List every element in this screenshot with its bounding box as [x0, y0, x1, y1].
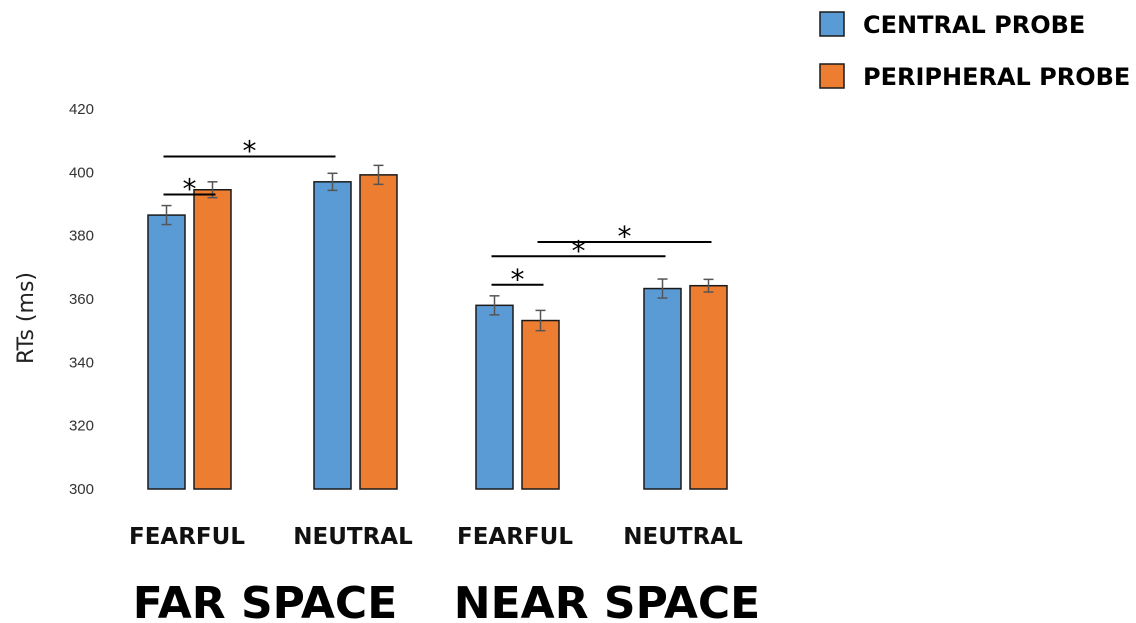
y-ticks-layer: 300 320 340 360 380 400 420	[69, 101, 94, 498]
significance-star: *	[572, 234, 586, 267]
legend-label: PERIPHERAL PROBE	[863, 63, 1130, 91]
bar-peripheral-probe-2	[521, 319, 560, 490]
y-axis-label: RTs (ms)	[14, 272, 39, 364]
significance-star: *	[183, 173, 197, 206]
significance-star: *	[243, 135, 257, 168]
y-tick-label: 340	[69, 354, 94, 371]
bar-peripheral-probe-3	[689, 284, 728, 490]
group-label: NEAR SPACE	[454, 578, 760, 623]
legend-swatch	[819, 11, 845, 37]
bar-central-probe-0	[147, 214, 186, 490]
group-label: FAR SPACE	[133, 578, 398, 623]
bar-central-probe-2	[475, 304, 514, 490]
category-label: FEARFUL	[129, 524, 245, 550]
significance-layer: * * * * *	[163, 135, 712, 296]
category-label: NEUTRAL	[293, 524, 413, 550]
y-tick-label: 320	[69, 418, 94, 435]
significance-star: *	[511, 263, 525, 296]
significance-star: *	[618, 220, 632, 253]
y-tick-label: 380	[69, 228, 94, 245]
y-tick-label: 400	[69, 164, 94, 181]
bar-central-probe-3	[643, 287, 682, 490]
bar-peripheral-probe-0	[193, 189, 232, 490]
category-label: NEUTRAL	[623, 524, 743, 550]
bar-central-probe-1	[313, 181, 352, 490]
y-tick-label: 360	[69, 291, 94, 308]
category-labels-layer: FEARFUL NEUTRAL FEARFUL NEUTRAL	[129, 524, 743, 550]
bar-peripheral-probe-1	[359, 174, 398, 490]
y-tick-label: 420	[69, 101, 94, 118]
legend-swatch	[819, 63, 845, 89]
category-label: FEARFUL	[457, 524, 573, 550]
legend: CENTRAL PROBE PERIPHERAL PROBE	[819, 11, 1130, 91]
bars-layer	[147, 174, 728, 490]
error-bars-layer	[161, 164, 714, 332]
y-tick-label: 300	[69, 481, 94, 498]
group-labels-layer: FAR SPACE NEAR SPACE	[133, 578, 761, 623]
legend-label: CENTRAL PROBE	[863, 11, 1085, 39]
